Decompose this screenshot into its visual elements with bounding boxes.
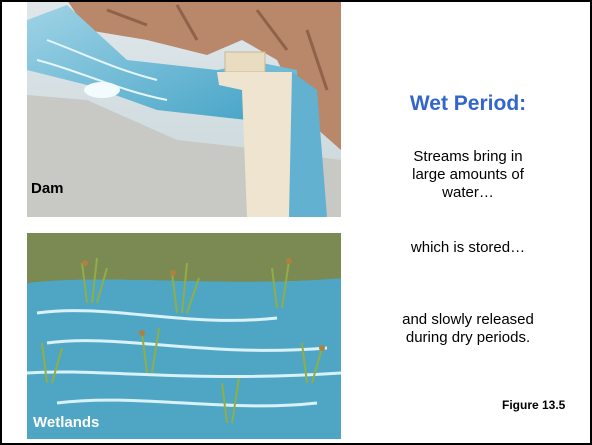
paragraph: Streams bring in large amounts of water… bbox=[380, 148, 556, 202]
heading: Wet Period: bbox=[409, 92, 527, 115]
text-line: during dry periods. bbox=[405, 329, 531, 346]
text-line: water… bbox=[442, 184, 494, 201]
wetlands-illustration bbox=[27, 233, 341, 439]
paragraph: which is stored… bbox=[380, 239, 556, 257]
dam-illustration bbox=[27, 2, 341, 217]
text-line: Streams bring in bbox=[413, 148, 523, 165]
paragraph: and slowly released during dry periods. bbox=[380, 311, 556, 347]
wetlands-caption: Wetlands bbox=[33, 414, 100, 431]
dam-caption: Dam bbox=[31, 180, 64, 197]
text-line: which is stored… bbox=[410, 239, 526, 256]
text-line: and slowly released bbox=[402, 311, 534, 328]
text-line: large amounts of bbox=[412, 166, 524, 183]
figure-label: Figure 13.5 bbox=[502, 398, 566, 412]
